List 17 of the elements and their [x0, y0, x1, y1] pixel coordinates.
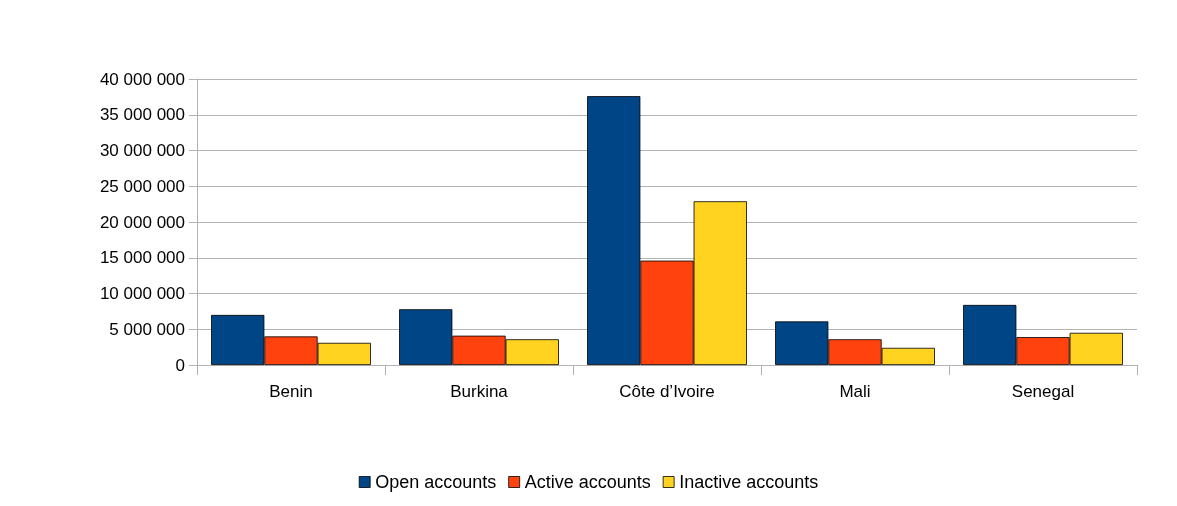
- legend-label: Open accounts: [375, 472, 497, 492]
- y-tick-label: 25 000 000: [99, 176, 185, 196]
- legend-label: Inactive accounts: [679, 472, 819, 492]
- y-tick-label: 15 000 000: [99, 248, 185, 268]
- x-tick-label: Benin: [269, 382, 313, 401]
- x-tick-label: Mali: [839, 382, 871, 401]
- y-tick-label: 35 000 000: [99, 105, 185, 125]
- x-tick-label: Côte d’Ivoire: [619, 382, 715, 401]
- x-tick-label: Burkina: [450, 382, 509, 401]
- y-tick-label: 30 000 000: [99, 141, 185, 160]
- y-tick-label: 20 000 000: [99, 212, 185, 232]
- y-tick-label: 10 000 000: [99, 284, 185, 303]
- x-tick-label: Senegal: [1011, 382, 1075, 401]
- y-tick-label: 5 000 000: [109, 319, 185, 339]
- y-tick-label: 0: [175, 355, 185, 375]
- legend-label: Active accounts: [524, 472, 651, 492]
- y-tick-label: 40 000 000: [99, 69, 185, 89]
